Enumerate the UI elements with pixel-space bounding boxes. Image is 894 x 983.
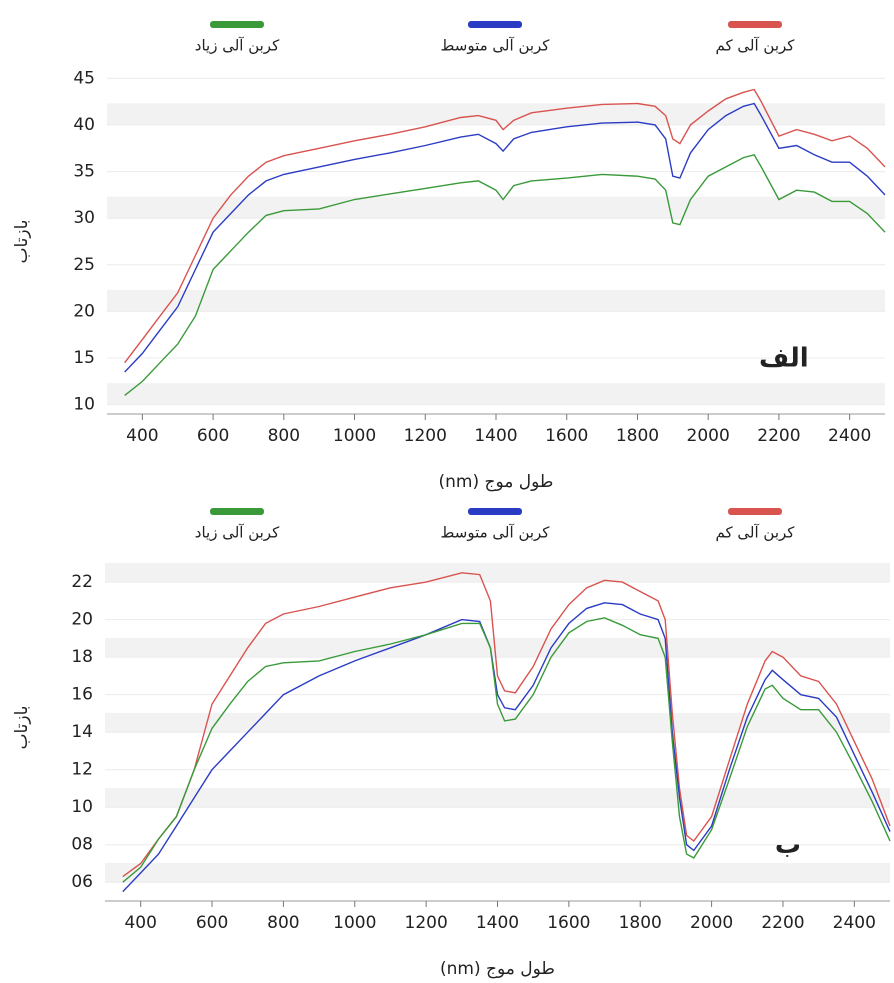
y-tick-label: 18 bbox=[71, 647, 93, 667]
x-axis-label: طول موج (nm) bbox=[440, 959, 555, 979]
series-line bbox=[122, 572, 891, 878]
legend-label: کربن آلی کم bbox=[716, 524, 796, 542]
x-tick-label: 1400 bbox=[474, 426, 517, 446]
y-tick-label: 45 bbox=[73, 68, 95, 88]
y-tick-label: 10 bbox=[73, 395, 95, 415]
grid-band bbox=[107, 383, 885, 405]
x-tick-label: 400 bbox=[124, 913, 156, 933]
x-tick-label: 2400 bbox=[828, 426, 871, 446]
legend-swatch bbox=[728, 508, 782, 515]
y-tick-label: 12 bbox=[71, 760, 93, 780]
legend-label: کربن آلی زیاد bbox=[195, 37, 280, 55]
x-tick-label: 600 bbox=[196, 913, 228, 933]
x-tick-label: 1400 bbox=[476, 913, 519, 933]
x-tick-label: 2000 bbox=[690, 913, 733, 933]
series-line bbox=[122, 617, 891, 883]
legend-swatch bbox=[468, 508, 522, 515]
y-axis-label: بازتاب bbox=[12, 219, 32, 263]
grid-band bbox=[105, 637, 890, 658]
x-tick-label: 800 bbox=[268, 426, 300, 446]
x-tick-label: 2000 bbox=[687, 426, 730, 446]
legend-label: کربن آلی متوسط bbox=[441, 37, 551, 55]
grid-band bbox=[107, 289, 885, 312]
x-tick-label: 1600 bbox=[545, 426, 588, 446]
x-tick-label: 400 bbox=[126, 426, 158, 446]
y-axis-label: بازتاب bbox=[12, 705, 32, 749]
y-tick-label: 22 bbox=[71, 572, 93, 592]
x-tick-label: 1200 bbox=[405, 913, 448, 933]
y-tick-label: 16 bbox=[71, 685, 93, 705]
series-line bbox=[124, 153, 886, 396]
legend-swatch bbox=[468, 21, 522, 28]
legend-swatch bbox=[210, 21, 264, 28]
x-tick-label: 1000 bbox=[333, 426, 376, 446]
y-tick-label: 06 bbox=[71, 872, 93, 892]
x-axis-label: طول موج (nm) bbox=[439, 472, 554, 492]
y-tick-label: 30 bbox=[73, 208, 95, 228]
x-tick-label: 600 bbox=[197, 426, 229, 446]
legend-swatch bbox=[210, 508, 264, 515]
annotation: الف bbox=[759, 343, 809, 373]
y-tick-label: 20 bbox=[73, 301, 95, 321]
legend-label: کربن آلی زیاد bbox=[195, 524, 280, 542]
y-tick-label: 15 bbox=[73, 348, 95, 368]
grid-band bbox=[107, 196, 885, 219]
annotation: ب bbox=[775, 830, 801, 860]
series-line bbox=[124, 102, 886, 373]
y-tick-label: 25 bbox=[73, 255, 95, 275]
y-tick-label: 08 bbox=[71, 835, 93, 855]
grid-band bbox=[105, 862, 890, 883]
legend-swatch bbox=[728, 21, 782, 28]
x-tick-label: 1800 bbox=[616, 426, 659, 446]
x-tick-label: 1000 bbox=[333, 913, 376, 933]
plot-area bbox=[107, 69, 885, 414]
y-tick-label: 10 bbox=[71, 797, 93, 817]
series-line bbox=[124, 88, 886, 364]
grid-band bbox=[107, 103, 885, 125]
grid-band bbox=[105, 787, 890, 808]
y-tick-label: 40 bbox=[73, 115, 95, 135]
series-line bbox=[122, 602, 891, 893]
y-tick-label: 20 bbox=[71, 610, 93, 630]
x-tick-label: 1800 bbox=[619, 913, 662, 933]
y-tick-label: 14 bbox=[71, 722, 93, 742]
x-tick-label: 800 bbox=[267, 913, 299, 933]
grid-band bbox=[105, 562, 890, 583]
y-tick-label: 35 bbox=[73, 162, 95, 182]
x-tick-label: 2400 bbox=[833, 913, 876, 933]
x-tick-label: 2200 bbox=[757, 426, 800, 446]
legend-label: کربن آلی کم bbox=[716, 37, 796, 55]
grid-band bbox=[105, 712, 890, 733]
legend-label: کربن آلی متوسط bbox=[441, 524, 551, 542]
x-tick-label: 1200 bbox=[404, 426, 447, 446]
x-tick-label: 1600 bbox=[547, 913, 590, 933]
x-tick-label: 2200 bbox=[761, 913, 804, 933]
